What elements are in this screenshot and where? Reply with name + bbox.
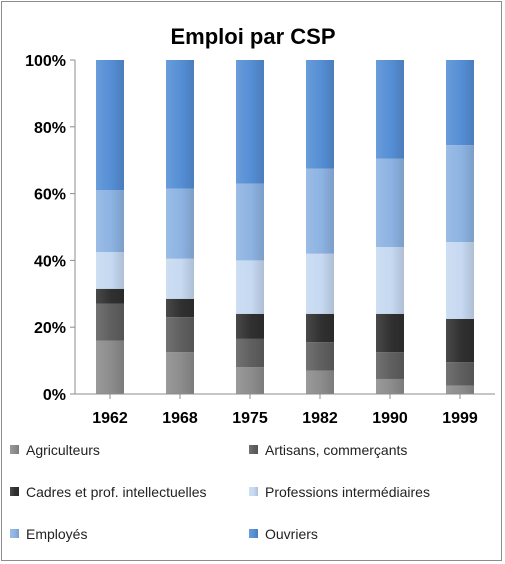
- bar-segment: [236, 367, 264, 394]
- legend-swatch: [249, 445, 258, 454]
- bar-segment: [306, 253, 334, 314]
- bar-segment: [376, 158, 404, 248]
- y-tick-label: 40%: [34, 253, 66, 270]
- bar-segment: [166, 298, 194, 318]
- legend-swatch: [249, 529, 258, 538]
- legend-swatch: [249, 487, 258, 496]
- x-tick-label: 1968: [162, 410, 198, 427]
- bar-segment: [376, 247, 404, 314]
- bar-segment: [376, 60, 404, 159]
- y-tick-label: 60%: [34, 187, 66, 204]
- bar-segment: [306, 313, 334, 343]
- x-tick-label: 1982: [302, 410, 338, 427]
- x-tick-label: 1962: [92, 410, 128, 427]
- legend-label: Artisans, commerçants: [265, 442, 407, 458]
- bar-segment: [376, 352, 404, 379]
- bar-segment: [306, 342, 334, 371]
- bar-segment: [236, 338, 264, 368]
- chart-title: Emploi par CSP: [170, 24, 335, 49]
- bar-segment: [96, 288, 124, 304]
- bar-segment: [166, 352, 194, 394]
- legend-label: Cadres et prof. intellectuelles: [26, 484, 207, 500]
- legend-label: Professions intermédiaires: [265, 484, 430, 500]
- legend-label: Ouvriers: [265, 526, 318, 542]
- bar-segment: [166, 188, 194, 259]
- legend-swatch: [10, 445, 19, 454]
- bar-segment: [446, 60, 474, 146]
- bar-segment: [96, 60, 124, 191]
- bar-segment: [446, 385, 474, 394]
- legend: Agriculteurs Artisans, commerçants Cadres …: [10, 442, 430, 542]
- bar-segment: [306, 370, 334, 394]
- bar-segment: [446, 362, 474, 386]
- bar-segment: [166, 60, 194, 189]
- bar-segment: [236, 313, 264, 339]
- y-axis: 0% 20% 40% 60% 80% 100%: [25, 53, 76, 404]
- bar-segment: [446, 318, 474, 363]
- x-tick-label: 1975: [232, 410, 268, 427]
- bar-segment: [446, 145, 474, 243]
- bar-segment: [166, 317, 194, 353]
- bar-segment: [306, 168, 334, 254]
- legend-label: Employés: [26, 526, 87, 542]
- x-axis: 1962 1968 1975 1982 1990 1999: [75, 393, 495, 427]
- legend-swatch: [10, 529, 19, 538]
- bar-segment: [96, 190, 124, 253]
- bar-segment: [166, 258, 194, 299]
- bar-segment: [446, 242, 474, 319]
- y-tick-label: 0%: [43, 387, 66, 404]
- legend-label: Agriculteurs: [26, 442, 100, 458]
- bar-segment: [376, 313, 404, 353]
- x-tick-label: 1999: [442, 410, 478, 427]
- y-tick-label: 80%: [34, 120, 66, 137]
- bar-segment: [236, 183, 264, 261]
- y-tick-label: 100%: [25, 53, 66, 70]
- bar-segment: [236, 60, 264, 184]
- legend-swatch: [10, 487, 19, 496]
- bar-segment: [376, 378, 404, 394]
- bars: [96, 60, 474, 394]
- bar-segment: [236, 260, 264, 314]
- bar-segment: [306, 60, 334, 169]
- y-tick-label: 20%: [34, 320, 66, 337]
- bar-segment: [96, 340, 124, 394]
- x-tick-label: 1990: [372, 410, 408, 427]
- bar-segment: [96, 252, 124, 289]
- bar-segment: [96, 303, 124, 341]
